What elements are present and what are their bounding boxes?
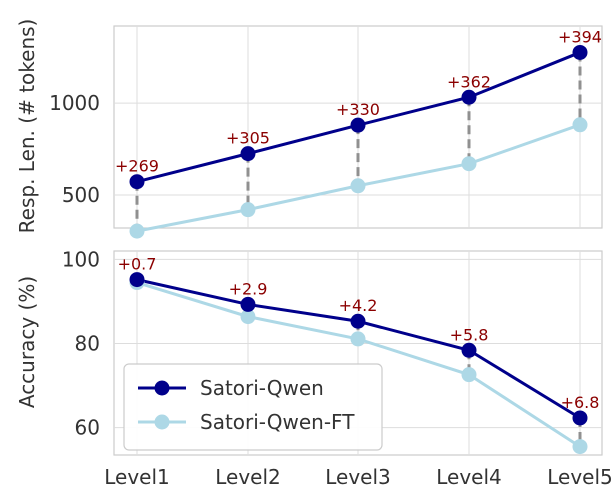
diff-annotation: +5.8 (450, 325, 489, 344)
diff-annotation: +330 (336, 100, 380, 119)
diff-annotation: +305 (226, 129, 270, 148)
x-tick-label: Level2 (215, 465, 281, 486)
diff-annotation: +269 (115, 157, 159, 176)
data-point-satori-qwen-ft (350, 178, 366, 194)
panel-bottom: 60 80 100 Accuracy (%) +0.7 +2.9 +4.2 +5.8 +6.8 (15, 247, 603, 456)
data-point-satori-qwen-ft (461, 156, 477, 172)
data-point-satori-qwen (240, 146, 256, 162)
data-point-satori-qwen (350, 313, 366, 329)
y-tick-label: 1000 (49, 91, 100, 115)
diff-annotation: +394 (558, 27, 602, 46)
diff-annotation: +2.9 (229, 279, 268, 298)
panel-top: 500 1000 Resp. Len. (# tokens) +269 +305 +330… (15, 19, 603, 239)
legend-label: Satori-Qwen-FT (200, 410, 355, 434)
legend-box (123, 363, 383, 451)
data-point-satori-qwen (240, 296, 256, 312)
data-point-satori-qwen-ft (461, 367, 477, 383)
data-point-satori-qwen-ft (240, 202, 256, 218)
data-point-satori-qwen (572, 44, 588, 60)
x-tick-label: Level5 (547, 465, 612, 486)
data-point-satori-qwen-ft (572, 439, 588, 455)
y-tick-label: 100 (62, 247, 100, 271)
data-point-satori-qwen-ft (350, 331, 366, 347)
data-point-satori-qwen-ft (572, 117, 588, 133)
legend-label: Satori-Qwen (200, 376, 324, 400)
diff-annotation: +4.2 (339, 296, 378, 315)
legend: Satori-Qwen Satori-Qwen-FT (123, 363, 383, 451)
data-point-satori-qwen (461, 89, 477, 105)
y-tick-label: 500 (62, 183, 100, 207)
data-point-satori-qwen (350, 117, 366, 133)
data-point-satori-qwen (461, 342, 477, 358)
diff-annotation: +362 (447, 72, 491, 91)
y-axis-label: Resp. Len. (# tokens) (15, 19, 39, 234)
data-point-satori-qwen (129, 174, 145, 190)
diff-annotation: +0.7 (118, 255, 157, 274)
data-point-satori-qwen-ft (129, 223, 145, 239)
legend-marker (154, 380, 170, 396)
legend-marker (154, 414, 170, 430)
x-tick-label: Level1 (104, 465, 170, 486)
data-point-satori-qwen (572, 410, 588, 426)
x-tick-label: Level3 (325, 465, 391, 486)
data-point-satori-qwen-ft (240, 309, 256, 325)
y-tick-label: 80 (75, 332, 100, 356)
y-tick-label: 60 (75, 416, 100, 440)
data-point-satori-qwen (129, 272, 145, 288)
x-tick-label: Level4 (436, 465, 502, 486)
diff-annotation: +6.8 (561, 393, 600, 412)
y-axis-label: Accuracy (%) (15, 276, 39, 408)
